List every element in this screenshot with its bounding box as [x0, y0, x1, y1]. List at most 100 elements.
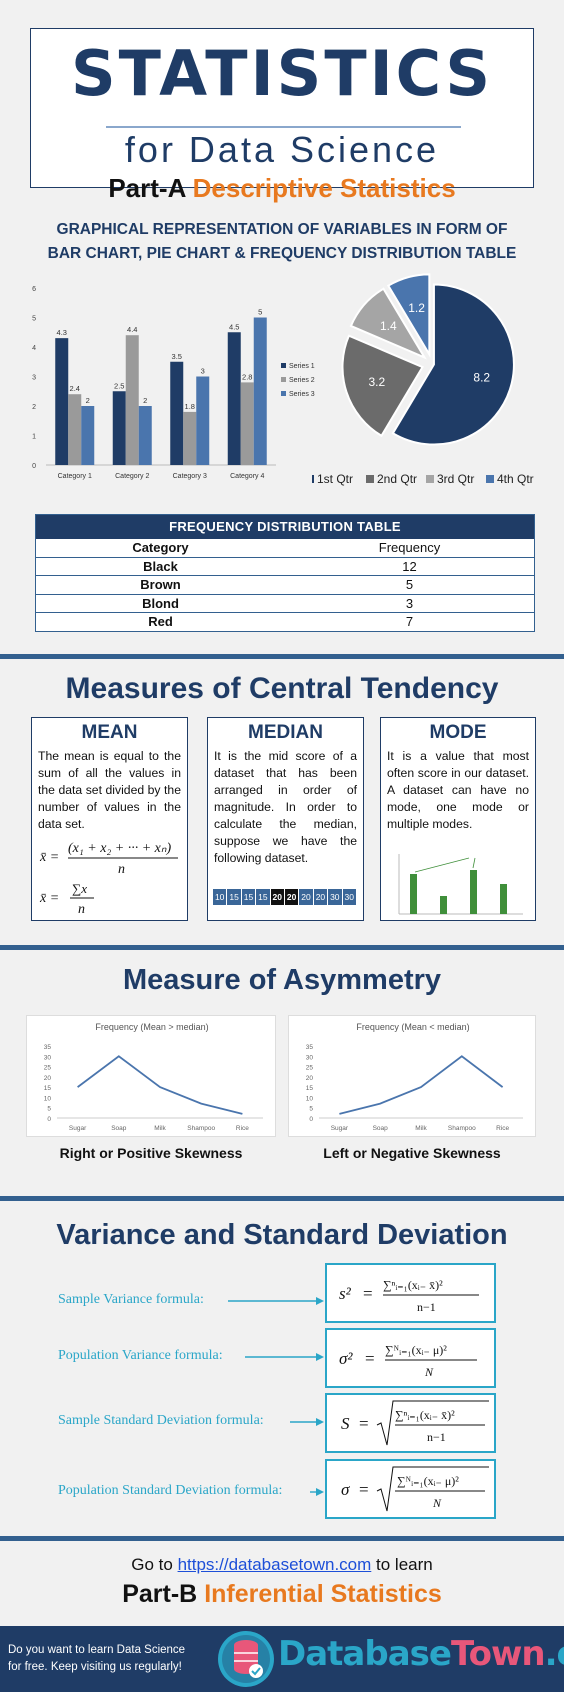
line-category-label: Shampoo — [448, 1125, 476, 1132]
mean-card: MEAN The mean is equal to the sum of all… — [31, 717, 188, 921]
bar-legend-swatch — [281, 377, 286, 382]
line-category-label: Rice — [236, 1125, 249, 1132]
median-cell: 15 — [227, 889, 242, 905]
population-variance-label: Population Variance formula: — [58, 1348, 223, 1363]
pie-slice — [386, 273, 431, 358]
median-dataset: 10 15 15 15 20 20 20 20 30 30 — [213, 889, 357, 905]
svg-text:n−1: n−1 — [417, 1300, 436, 1314]
line-y-tick: 30 — [306, 1054, 314, 1061]
median-cell: 30 — [342, 889, 357, 905]
bar-y-tick: 3 — [32, 375, 36, 382]
mean-formula: x̄ = (x₁ + x₂ + ··· + xₙ) n x̄ = ∑x n — [39, 841, 178, 917]
pie-legend-swatch — [486, 475, 494, 483]
bar-y-tick: 1 — [32, 434, 36, 441]
bar — [196, 376, 210, 465]
svg-text:∑ᴺᵢ₌₁(xᵢ₋ μ)²: ∑ᴺᵢ₌₁(xᵢ₋ μ)² — [397, 1474, 459, 1488]
bar-data-label: 5 — [258, 308, 262, 317]
median-cell: 20 — [299, 889, 314, 905]
median-text: It is the mid score of a dataset that ha… — [214, 749, 357, 865]
line-y-tick: 10 — [306, 1095, 314, 1102]
population-sd-label: Population Standard Deviation formula: — [58, 1483, 283, 1498]
line-y-tick: 10 — [44, 1095, 52, 1102]
bar-data-label: 2 — [143, 396, 147, 405]
part-b-heading: Part-B Inferential Statistics — [0, 1580, 564, 1609]
bar — [68, 394, 82, 465]
section-divider — [0, 1536, 564, 1541]
bar — [55, 338, 69, 465]
svg-text:n: n — [78, 902, 85, 917]
part-a-name: Descriptive Statistics — [192, 173, 456, 203]
bar-legend-label: Series 2 — [289, 377, 315, 384]
brand-part3: .com — [544, 1634, 564, 1674]
variance-title: Variance and Standard Deviation — [56, 1219, 508, 1251]
bar-y-tick: 6 — [32, 286, 36, 293]
bar — [240, 382, 254, 465]
line-y-tick: 5 — [309, 1106, 313, 1113]
line-y-tick: 35 — [44, 1044, 52, 1051]
bar-data-label: 2 — [86, 396, 90, 405]
section-divider — [0, 654, 564, 659]
line-category-label: Sugar — [69, 1125, 87, 1132]
footer-go-prefix: Go to — [131, 1555, 178, 1574]
svg-text:(x₁ + x₂ + ··· + xₙ): (x₁ + x₂ + ··· + xₙ) — [68, 841, 171, 856]
svg-text:x̄ =: x̄ = — [39, 850, 59, 865]
promo-line1: Do you want to learn Data Science — [8, 1644, 186, 1656]
line-y-tick: 25 — [44, 1065, 52, 1072]
svg-text:=: = — [365, 1349, 375, 1368]
line-y-tick: 0 — [47, 1116, 51, 1123]
promo-line2: for free. Keep visiting us regularly! — [8, 1661, 182, 1673]
left-skew-chart: Frequency (Mean < median) 0 5 10 15 20 25 30 35 S… — [288, 1015, 536, 1137]
bar — [227, 332, 241, 465]
svg-text:σ: σ — [341, 1480, 350, 1499]
section-divider — [0, 1196, 564, 1201]
mean-title: MEAN — [81, 722, 138, 743]
line-y-tick: 20 — [306, 1075, 314, 1082]
bar-y-tick: 4 — [32, 345, 36, 352]
svg-text:N: N — [424, 1365, 434, 1379]
mode-title: MODE — [429, 722, 487, 743]
sub-title: for Data Science — [124, 129, 440, 170]
bar-y-tick: 0 — [32, 463, 36, 470]
table-row: Black 12 — [35, 557, 535, 576]
title-rule — [106, 126, 461, 128]
bar-data-label: 4.5 — [229, 322, 239, 331]
line-category-label: Milk — [415, 1125, 427, 1132]
line-category-label: Rice — [496, 1125, 509, 1132]
bar-y-tick: 2 — [32, 404, 36, 411]
svg-text:∑ᴺᵢ₌₁(xᵢ₋ μ)²: ∑ᴺᵢ₌₁(xᵢ₋ μ)² — [385, 1343, 447, 1357]
median-card: MEDIAN It is the mid score of a dataset … — [207, 717, 364, 921]
table-cell-frequency: 3 — [285, 594, 535, 613]
brand-name: DatabaseTown.com — [278, 1634, 564, 1674]
table-cell-category: Black — [35, 557, 285, 576]
databasetown-link[interactable]: https://databasetown.com — [177, 1555, 372, 1574]
central-tendency-title: Measures of Central Tendency — [65, 672, 499, 705]
line-chart-title: Frequency (Mean > median) — [95, 1022, 208, 1032]
line-series — [77, 1055, 243, 1115]
table-row: Blond 3 — [35, 594, 535, 613]
graph-heading-line2: BAR CHART, PIE CHART & FREQUENCY DISTRIB… — [47, 245, 517, 262]
database-logo-icon — [218, 1631, 274, 1687]
pie-legend-swatch — [312, 475, 314, 483]
svg-text:∑x: ∑x — [72, 881, 87, 896]
col-header-frequency: Frequency — [285, 538, 535, 558]
svg-text:∑ⁿᵢ₌₁(xᵢ₋ x̄)²: ∑ⁿᵢ₌₁(xᵢ₋ x̄)² — [395, 1408, 455, 1422]
table-row: Brown 5 — [35, 575, 535, 595]
part-a-prefix: Part-A — [108, 173, 186, 203]
bar-legend-label: Series 1 — [289, 363, 315, 370]
median-cell: 15 — [256, 889, 271, 905]
median-cell: 20 — [313, 889, 329, 905]
bar — [170, 361, 184, 465]
footer-go-suffix: to learn — [371, 1555, 433, 1574]
line-y-tick: 0 — [309, 1116, 313, 1123]
bar — [138, 406, 152, 465]
svg-text:∑ⁿᵢ₌₁(xᵢ₋ x̄)²: ∑ⁿᵢ₌₁(xᵢ₋ x̄)² — [383, 1278, 443, 1292]
table-cell-frequency: 5 — [285, 575, 535, 595]
bottom-bar: Do you want to learn Data Science for fr… — [0, 1626, 564, 1692]
bar-data-label: 3.5 — [172, 352, 182, 361]
line-y-tick: 30 — [44, 1054, 52, 1061]
svg-text:n: n — [118, 862, 125, 877]
sample-variance-label: Sample Variance formula: — [58, 1292, 204, 1307]
pie-slice — [341, 334, 424, 438]
pie-data-label: 1.2 — [408, 301, 425, 315]
svg-text:x̄ =: x̄ = — [39, 891, 59, 906]
